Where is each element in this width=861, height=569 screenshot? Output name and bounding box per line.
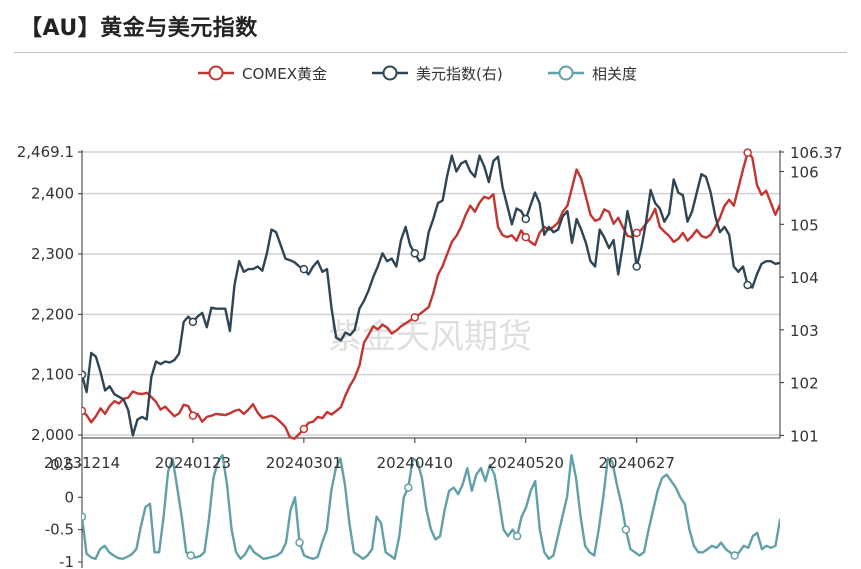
x-tick-labels: 20231214 20240123 20240301 20240410 20240520… (44, 438, 675, 472)
title-divider (14, 52, 847, 53)
series-layer (82, 148, 780, 440)
correlation-tick-label: 0.5 (50, 456, 74, 474)
data-point (521, 214, 531, 224)
y-left-tick-label: 2,000 (31, 426, 74, 444)
grid-lines (82, 151, 780, 436)
data-point (186, 551, 196, 560)
data-point (299, 424, 309, 434)
data-point (410, 249, 420, 258)
x-tick-label: 20231214 (44, 454, 120, 472)
y-right-tick-label: 106.37 (790, 144, 843, 162)
data-point (521, 232, 531, 242)
legend-item[interactable]: 相关度 (548, 65, 637, 83)
y-right-tick-label: 101 (790, 427, 819, 445)
x-tick-label: 20240627 (599, 454, 675, 472)
data-point (743, 148, 752, 157)
x-tick-label: 20240520 (488, 454, 564, 472)
data-point (82, 512, 87, 521)
watermark: 紫金天风期货 (328, 317, 532, 357)
y-left-tick-label: 2,300 (31, 245, 74, 263)
data-point (410, 313, 420, 322)
data-point (295, 538, 304, 547)
y-left-tick-label: 2,200 (31, 305, 74, 323)
data-point (299, 264, 309, 274)
comex-gold-line (82, 151, 780, 440)
x-tick-label: 20240123 (155, 454, 231, 472)
correlation-series-layer (82, 454, 780, 560)
y-right-tick-label: 104 (790, 269, 819, 287)
x-tick-label: 20240301 (266, 454, 342, 472)
legend-item[interactable]: COMEX黄金 (198, 65, 327, 83)
y-right-tick-label: 103 (790, 322, 819, 340)
axes: 2,000 2,100 2,200 2,300 2,400 2,469.1 101 102 10… (17, 143, 843, 445)
data-point (632, 228, 641, 238)
data-point (82, 370, 87, 379)
data-point (730, 551, 739, 560)
usd-index-line (82, 154, 780, 437)
data-point (188, 411, 198, 420)
correlation-line (82, 454, 780, 560)
data-point (188, 317, 198, 327)
legend: COMEX黄金 美元指数(右) 相关度 (198, 65, 637, 83)
legend-swatch-marker (558, 65, 574, 81)
correlation-tick-label: -0.5 (45, 521, 74, 539)
legend-item[interactable]: 美元指数(右) (372, 65, 503, 83)
y-right-tick-label: 106 (790, 164, 819, 182)
y-left-tick-label: 2,469.1 (17, 143, 74, 161)
data-point (82, 406, 87, 416)
legend-swatch-marker (208, 65, 224, 81)
y-left-tick-label: 2,400 (31, 185, 74, 203)
legend-swatch-marker (382, 65, 398, 81)
legend-label: COMEX黄金 (242, 65, 327, 83)
data-point (743, 280, 752, 290)
correlation-tick-label: 0 (64, 488, 74, 506)
y-left-tick-label: 2,100 (31, 366, 74, 384)
y-right-tick-label: 105 (790, 216, 819, 234)
y-right-tick-label: 102 (790, 375, 819, 393)
x-tick-label: 20240410 (377, 454, 453, 472)
legend-label: 美元指数(右) (416, 65, 503, 83)
legend-label: 相关度 (592, 65, 637, 83)
page-title: 【AU】黄金与美元指数 (20, 16, 258, 41)
data-point (404, 483, 413, 492)
data-point (621, 525, 631, 534)
correlation-tick-label: -1 (59, 553, 74, 569)
data-point (632, 262, 641, 271)
data-point (512, 531, 522, 541)
correlation-axes: -1 -0.5 0 0.5 (45, 440, 83, 569)
